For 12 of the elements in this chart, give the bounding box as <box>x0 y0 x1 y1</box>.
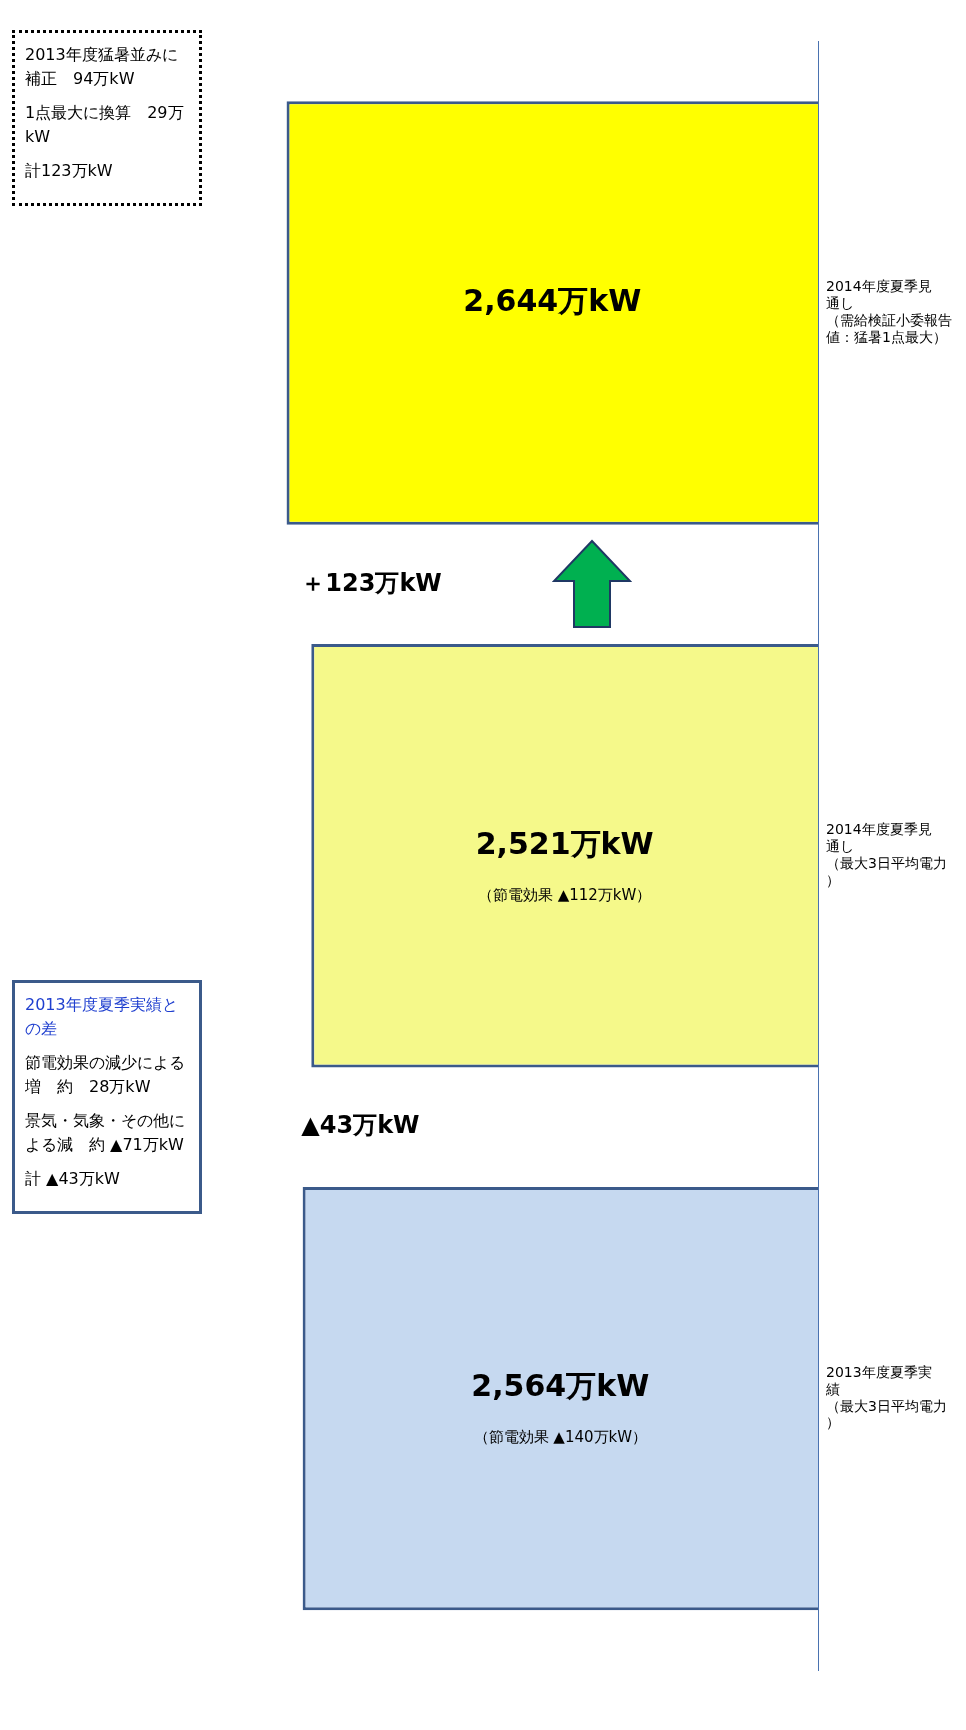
data-label: 2,644万kW <box>463 282 642 318</box>
annotation: （節電効果 ▲140万kW） <box>473 1428 648 1447</box>
y-tick-label: 2014年度夏季見通し（最大3日平均電力） <box>826 821 947 888</box>
annotation: ▲43万kW <box>301 1111 420 1140</box>
y-tick-label: 2014年度夏季見通し（需給検証小委報告値：猛暑1点最大） <box>826 278 952 345</box>
note-box: 2013年度夏季実績との差 節電効果の減少による増 約 28万kW 景気・気象・その他による減 約 ▲71万kW 計 ▲43万kW <box>12 980 202 1214</box>
data-label: 2,564万kW <box>471 1368 650 1404</box>
annotation: （節電効果 ▲112万kW） <box>477 885 652 904</box>
y-tick-label: 2013年度夏季実績（最大3日平均電力） <box>825 1364 947 1431</box>
annotation: ＋123万kW <box>301 568 442 597</box>
data-label: 2,521万kW <box>475 825 654 861</box>
dotted-frame: 2013年度猛暑並みに補正 94万kW 1点最大に換算 29万kW 計123万kW <box>12 30 202 206</box>
